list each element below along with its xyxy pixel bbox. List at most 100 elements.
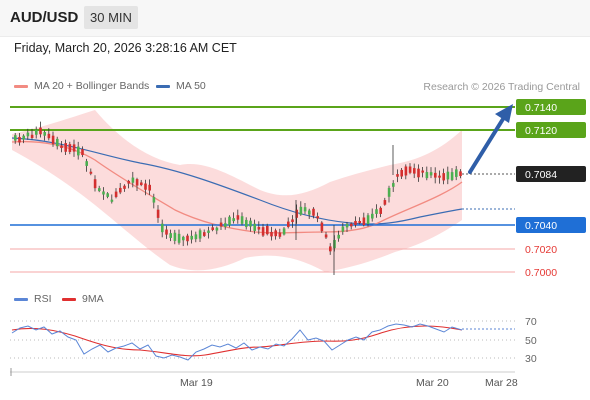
ma50-label: MA 50	[176, 80, 206, 92]
candle-body	[106, 193, 109, 197]
candle-body	[60, 145, 63, 148]
candle-body	[417, 168, 420, 178]
candle-body	[446, 171, 450, 180]
candle-body	[64, 143, 67, 152]
candle-body	[161, 223, 164, 233]
candle-body	[43, 132, 46, 136]
candle-body	[383, 200, 387, 205]
tag-0-7120-text: 0.7120	[525, 125, 557, 137]
tag-0-7040-text: 0.7040	[525, 220, 557, 232]
candle-body	[387, 187, 391, 197]
candle-body	[274, 230, 277, 237]
candle-body	[375, 209, 378, 214]
candle-body	[345, 223, 349, 228]
candle-body	[350, 223, 353, 227]
forecast-arrow-shaft	[468, 117, 505, 174]
legend-9ma: 9MA	[62, 293, 104, 305]
candle-body	[299, 206, 303, 215]
tag-last-text: 0.7084	[525, 169, 557, 181]
candle-body	[308, 210, 311, 215]
candle-body	[324, 234, 328, 238]
candle-body	[89, 171, 93, 174]
tag-0-7140-text: 0.7140	[525, 102, 557, 114]
candle-body	[400, 169, 403, 177]
candle-body	[396, 174, 399, 177]
candle-body	[425, 172, 429, 179]
candle-body	[81, 149, 84, 156]
legend-ma50: MA 50	[156, 80, 206, 92]
candle-body	[287, 221, 290, 227]
candle-body	[291, 219, 294, 223]
tag-0-7020-text: 0.7020	[525, 244, 557, 256]
candle-body	[228, 216, 231, 226]
ma50-swatch	[156, 84, 170, 88]
rsi-tick-50: 50	[525, 335, 537, 347]
rsi-line	[11, 323, 463, 361]
timeframe-badge[interactable]: 30 MIN	[84, 6, 138, 29]
candle-body	[455, 169, 458, 177]
candle-body	[392, 183, 395, 187]
candle-body	[354, 220, 357, 225]
candle-body	[85, 161, 88, 166]
candle-body	[98, 188, 101, 192]
ma20-swatch	[14, 84, 28, 88]
candle-body	[173, 232, 177, 241]
x-label-mar28: Mar 28	[485, 377, 518, 389]
candle-body	[366, 215, 370, 225]
candle-body	[215, 227, 219, 231]
candle-body	[144, 183, 147, 190]
candle-body	[371, 213, 374, 219]
x-label-mar19: Mar 19	[180, 377, 213, 389]
candle-body	[131, 177, 135, 183]
candle-body	[379, 207, 382, 214]
candle-body	[219, 222, 223, 227]
candle-body	[72, 144, 76, 152]
candle-body	[93, 179, 97, 189]
candle-body	[450, 172, 454, 180]
candle-body	[270, 231, 273, 237]
candle-body	[211, 227, 214, 231]
rsi-ma9-line	[11, 325, 463, 357]
tag-0-7000-text: 0.7000	[525, 267, 557, 279]
candle-body	[47, 133, 51, 139]
candle-body	[333, 239, 336, 249]
candle-body	[362, 217, 366, 225]
candle-body	[341, 226, 345, 232]
candle-body	[127, 180, 130, 184]
candle-body	[329, 246, 332, 252]
tag-last: 0.7084	[516, 166, 586, 182]
candle-body	[337, 234, 340, 239]
candle-body	[119, 187, 122, 193]
candle-body	[429, 172, 433, 176]
candle-body	[114, 191, 118, 198]
candle-body	[421, 170, 424, 173]
candle-body	[30, 134, 34, 139]
candle-body	[26, 132, 30, 137]
x-label-mar20: Mar 20	[416, 377, 449, 389]
candle-body	[295, 209, 298, 218]
candle-body	[18, 136, 21, 143]
candle-body	[140, 182, 143, 186]
ma50-line	[11, 137, 463, 225]
candle-body	[186, 235, 189, 242]
candle-body	[14, 135, 17, 141]
candle-body	[177, 233, 181, 243]
ma20-label: MA 20 + Bollinger Bands	[34, 80, 150, 92]
candle-body	[102, 191, 105, 195]
symbol-title: AUD/USD	[10, 9, 79, 26]
candle-body	[282, 228, 286, 235]
tag-0-7140: 0.7140	[516, 99, 586, 115]
candle-body	[194, 234, 198, 240]
credit-text: Research © 2026 Trading Central	[423, 81, 580, 93]
forecast-arrow-head	[495, 104, 513, 123]
candle-body	[35, 129, 38, 135]
candle-body	[169, 233, 172, 238]
tag-0-7040: 0.7040	[516, 217, 586, 233]
candle-body	[236, 215, 240, 220]
candle-body	[182, 236, 185, 241]
chart-header: AUD/USD 30 MIN	[0, 0, 590, 37]
candle-body	[198, 230, 202, 239]
candle-body	[408, 166, 412, 173]
rsi-tick-70: 70	[525, 316, 537, 328]
